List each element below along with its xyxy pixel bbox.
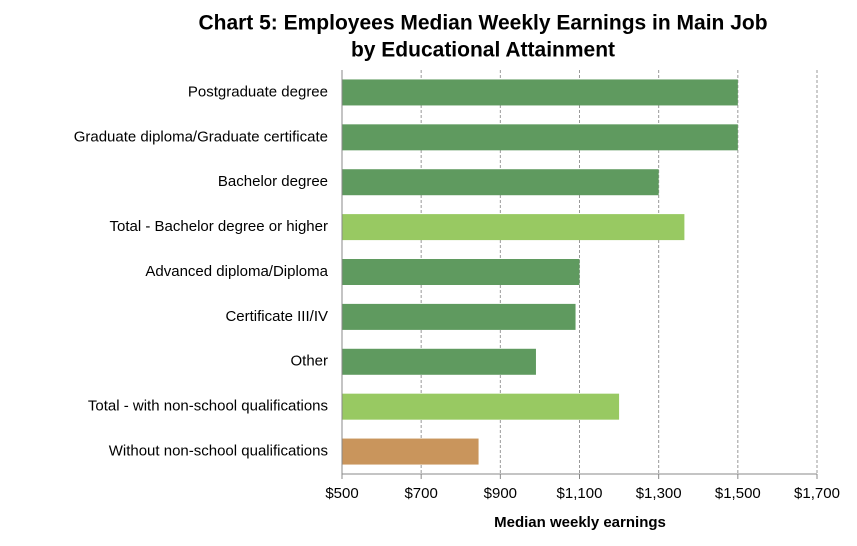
bar — [342, 393, 620, 420]
x-tick-label: $1,700 — [794, 485, 840, 502]
bar — [342, 169, 659, 196]
bar — [342, 303, 576, 330]
y-tick-label: Without non-school qualifications — [109, 443, 328, 460]
bar — [342, 438, 479, 465]
x-tick-label: $900 — [484, 485, 517, 502]
y-tick-label: Total - Bachelor degree or higher — [110, 218, 328, 235]
y-tick-label: Bachelor degree — [218, 173, 328, 190]
bar — [342, 124, 738, 151]
x-tick-label: $1,500 — [715, 485, 761, 502]
y-tick-label: Certificate III/IV — [225, 308, 328, 325]
y-tick-label: Other — [290, 353, 328, 370]
y-tick-label: Postgraduate degree — [188, 83, 328, 100]
x-tick-label: $1,100 — [557, 485, 603, 502]
y-tick-label: Graduate diploma/Graduate certificate — [74, 128, 328, 145]
chart-title: by Educational Attainment — [351, 39, 615, 62]
x-axis-title: Median weekly earnings — [494, 514, 666, 531]
chart-title: Chart 5: Employees Median Weekly Earning… — [198, 12, 767, 35]
bar — [342, 259, 580, 285]
bar — [342, 214, 685, 241]
x-tick-label: $700 — [404, 485, 437, 502]
x-tick-label: $1,300 — [636, 485, 682, 502]
y-tick-label: Total - with non-school qualifications — [88, 398, 328, 415]
bar — [342, 79, 738, 106]
y-tick-label: Advanced diploma/Diploma — [145, 263, 328, 280]
x-tick-label: $500 — [325, 485, 358, 502]
bar — [342, 348, 536, 375]
